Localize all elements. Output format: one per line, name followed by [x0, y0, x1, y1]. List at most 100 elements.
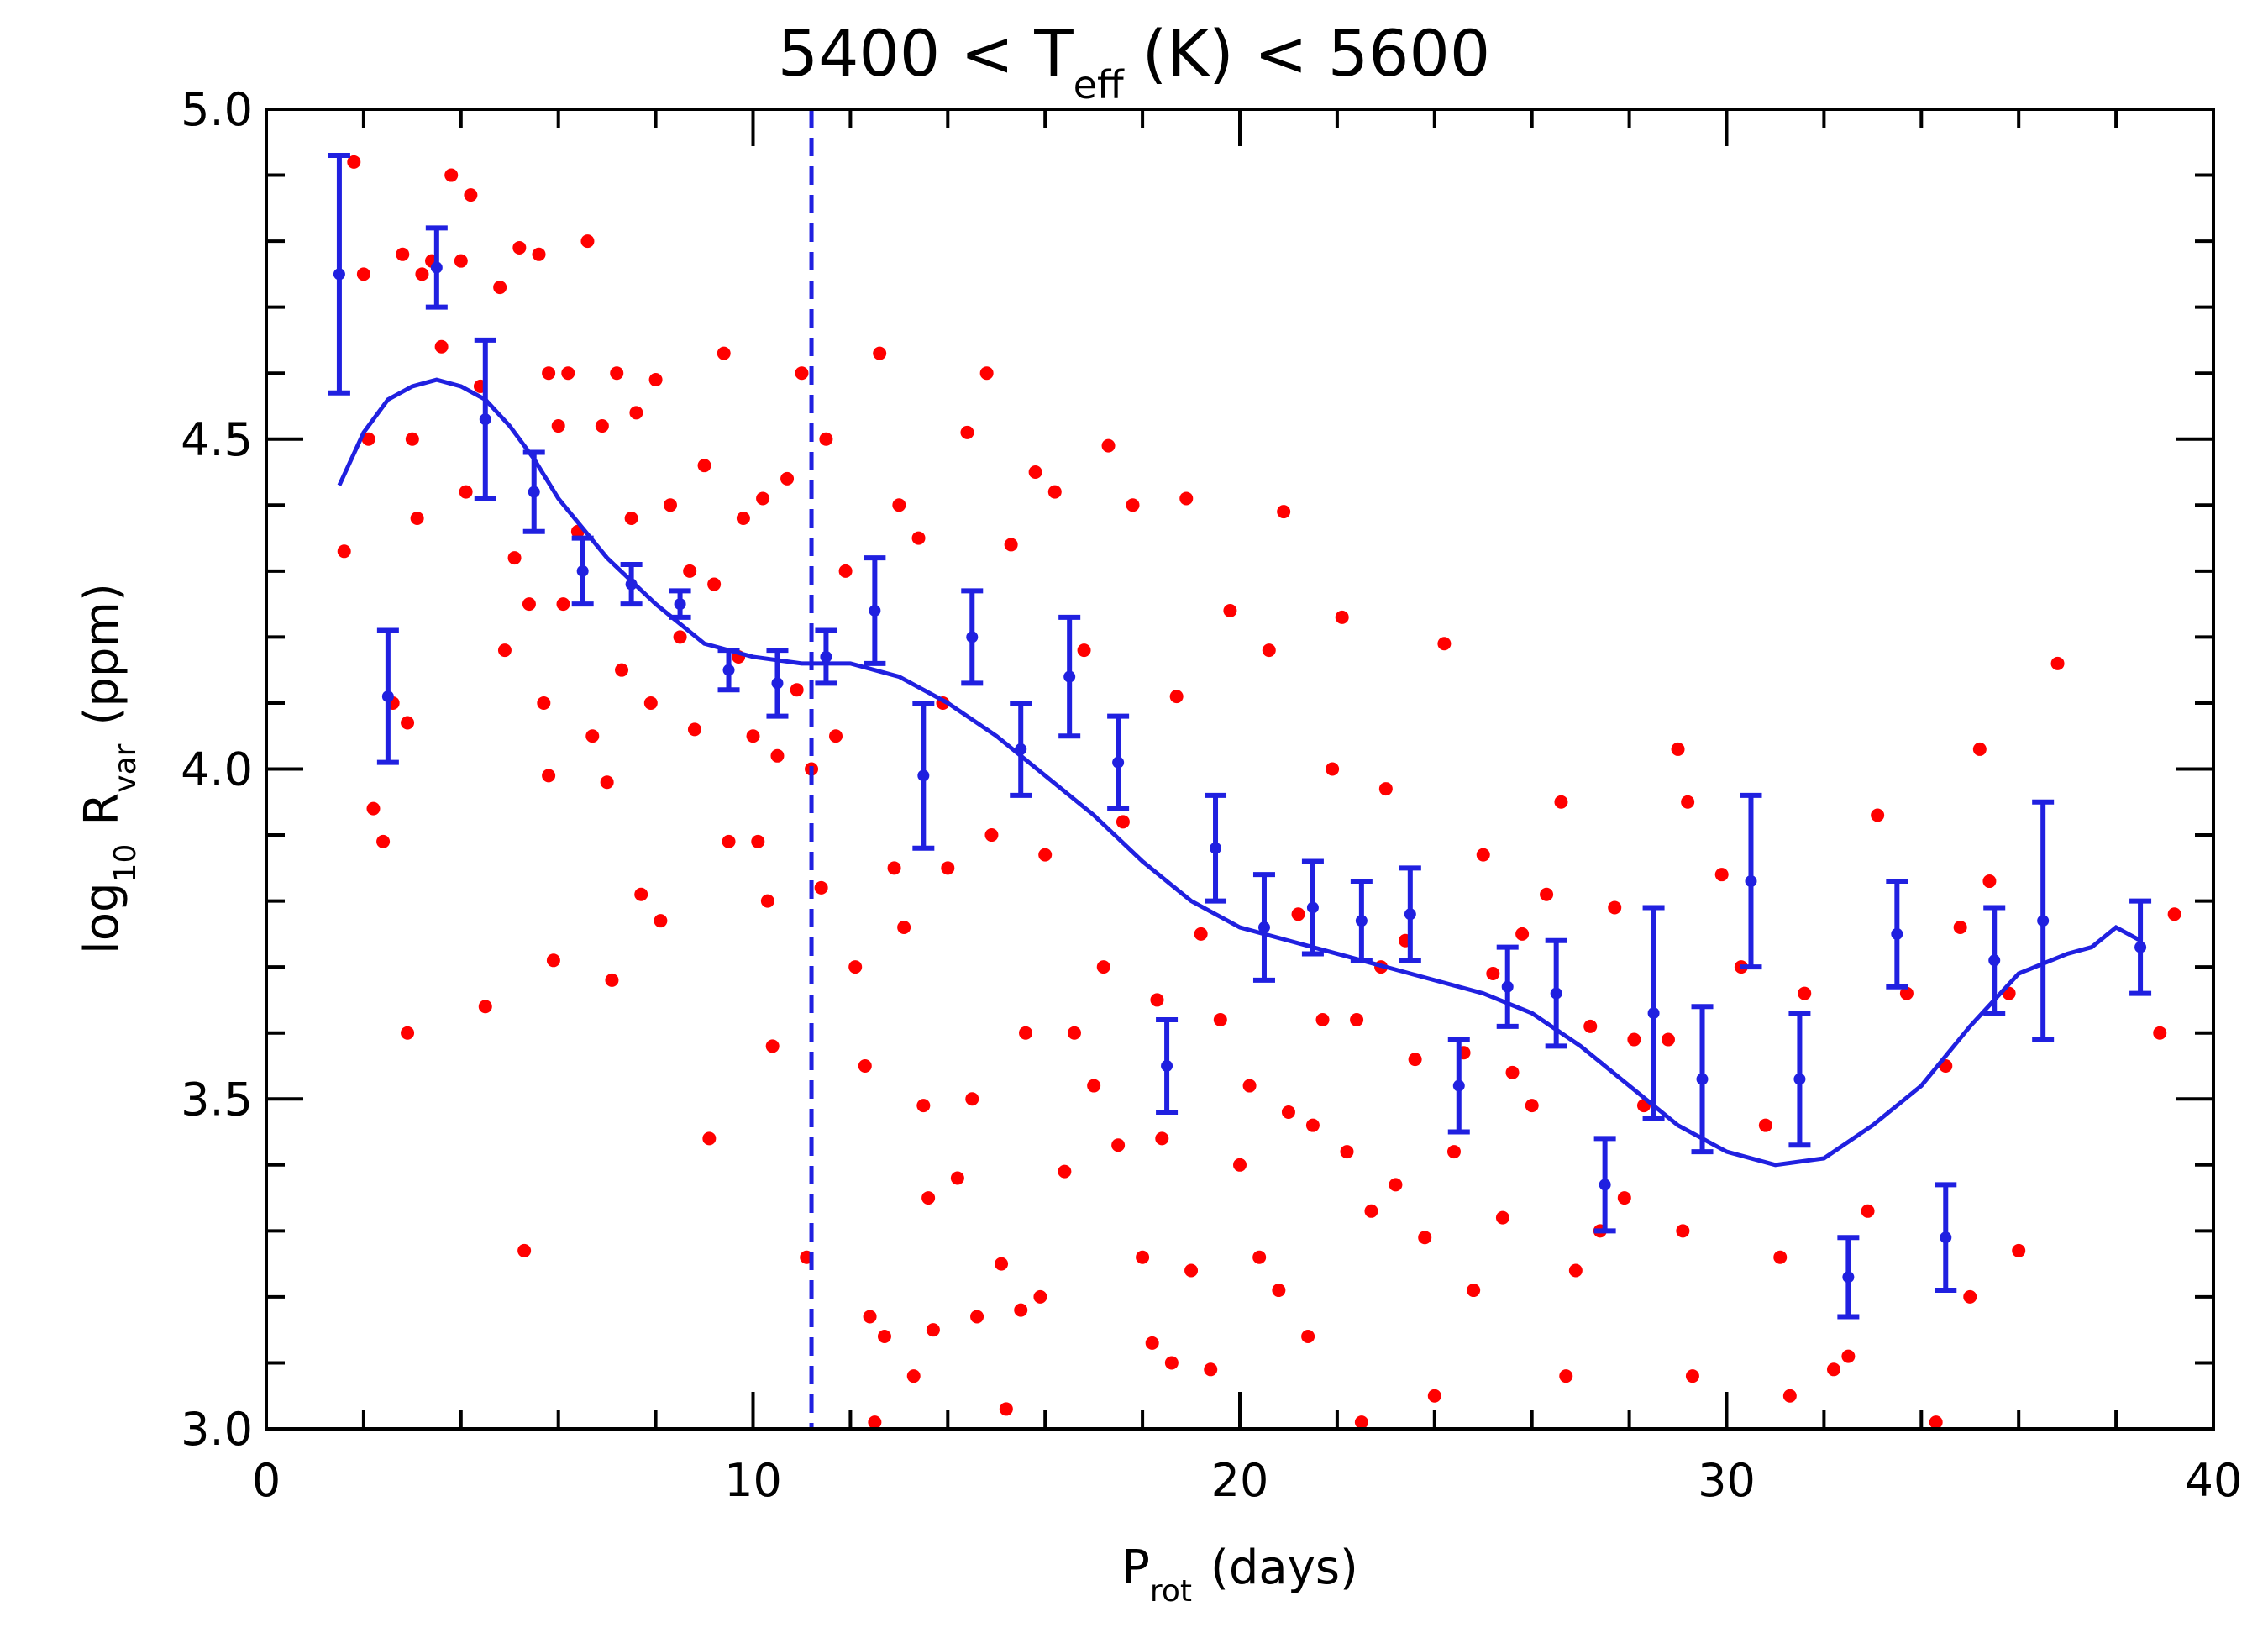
mean-point — [1550, 987, 1562, 1000]
x-label-sub: rot — [1150, 1574, 1192, 1609]
mean-point — [479, 413, 491, 426]
scatter-point — [546, 953, 560, 968]
scatter-point — [717, 346, 731, 360]
x-tick-label: 0 — [252, 1454, 281, 1507]
scatter-point — [722, 834, 736, 848]
scatter-point — [707, 577, 722, 591]
mean-point — [1599, 1179, 1611, 1191]
y-tick-label: 4.0 — [181, 743, 253, 796]
scatter-point — [1861, 1204, 1875, 1218]
scatter-point — [1136, 1250, 1150, 1264]
scatter-point — [1676, 1224, 1690, 1238]
mean-point — [771, 677, 784, 690]
mean-point — [1355, 915, 1368, 927]
mean-point — [576, 564, 589, 577]
scatter-point — [1758, 1118, 1772, 1132]
scatter-point — [795, 366, 809, 381]
scatter-point — [1145, 1336, 1159, 1350]
scatter-point — [1204, 1362, 1218, 1377]
mean-point — [1404, 908, 1416, 921]
scatter-point — [1378, 782, 1393, 796]
scatter-point — [1871, 808, 1885, 822]
scatter-point — [1223, 603, 1237, 617]
scatter-point — [493, 281, 507, 295]
scatter-point — [376, 834, 391, 848]
scatter-point — [464, 188, 478, 202]
scatter-point — [1495, 1210, 1509, 1225]
scatter-point — [760, 894, 774, 908]
x-tick-label: 30 — [1698, 1454, 1756, 1507]
scatter-point — [877, 1330, 891, 1344]
x-axis-label: Prot (days) — [1121, 1541, 1358, 1609]
scatter-point — [1972, 742, 1987, 756]
title-sub: eff — [1074, 62, 1125, 108]
scatter-point — [1617, 1191, 1631, 1205]
scatter-point — [605, 973, 619, 987]
scatter-point — [478, 1000, 492, 1014]
scatter-point — [780, 471, 795, 486]
scatter-point — [1354, 1415, 1368, 1430]
scatter-point — [1627, 1032, 1641, 1047]
scatter-point — [970, 1310, 984, 1324]
scatter-point — [1446, 1145, 1461, 1159]
scatter-point — [1004, 538, 1018, 552]
y-tick-label: 4.5 — [181, 413, 253, 466]
scatter-point — [654, 914, 668, 928]
scatter-point — [848, 960, 863, 974]
mean-point — [917, 769, 930, 782]
scatter-point — [2167, 907, 2181, 921]
scatter-point — [561, 366, 575, 381]
mean-point — [722, 664, 735, 676]
scatter-point — [507, 551, 522, 565]
scatter-point — [454, 254, 468, 268]
mean-point — [2037, 915, 2050, 927]
scatter-point — [868, 1415, 882, 1430]
scatter-point — [756, 491, 770, 506]
y-tick-label: 3.0 — [181, 1403, 253, 1456]
scatter-point — [1077, 643, 1091, 658]
scatter-point — [532, 247, 546, 261]
mean-point — [674, 598, 686, 611]
mean-point — [1112, 756, 1125, 769]
scatter-point — [580, 234, 595, 249]
scatter-point — [1194, 927, 1208, 941]
scatter-point — [1179, 491, 1194, 506]
mean-point — [1161, 1059, 1173, 1072]
scatter-point — [1685, 1369, 1699, 1383]
scatter-point — [1301, 1330, 1315, 1344]
scatter-point — [624, 512, 638, 526]
scatter-point — [1291, 907, 1305, 921]
scatter-point — [410, 512, 424, 526]
chart-title: 5400 < Teff (K) < 5600 — [778, 16, 1490, 108]
scatter-point — [1953, 921, 1967, 935]
scatter-point — [911, 531, 926, 545]
scatter-point — [873, 346, 887, 360]
scatter-point — [1408, 1053, 1422, 1067]
scatter-point — [1389, 1178, 1403, 1192]
mean-point — [1501, 980, 1514, 993]
scatter-point — [814, 880, 828, 895]
mean-point — [430, 261, 443, 274]
scatter-point — [1929, 1415, 1943, 1430]
scatter-point — [361, 432, 375, 446]
scatter-point — [751, 834, 765, 848]
scatter-point — [595, 419, 609, 433]
scatter-point — [585, 729, 600, 743]
mean-point — [1015, 743, 1027, 755]
scatter-point — [765, 1039, 780, 1053]
scatter-point — [1350, 1012, 1364, 1026]
scatter-point — [337, 544, 351, 559]
scatter-point — [673, 630, 687, 644]
scatter-point — [497, 643, 512, 658]
scatter-point — [459, 485, 473, 499]
scatter-point — [995, 1257, 1009, 1271]
scatter-point — [1262, 643, 1276, 658]
mean-point — [1306, 901, 1319, 914]
scatter-point — [556, 597, 570, 612]
scatter-point — [941, 861, 955, 875]
mean-point — [381, 690, 394, 703]
plot-frame — [265, 108, 2215, 1431]
scatter-point — [1661, 1032, 1675, 1047]
scatter-point — [1111, 1138, 1126, 1152]
scatter-point — [1155, 1131, 1169, 1146]
